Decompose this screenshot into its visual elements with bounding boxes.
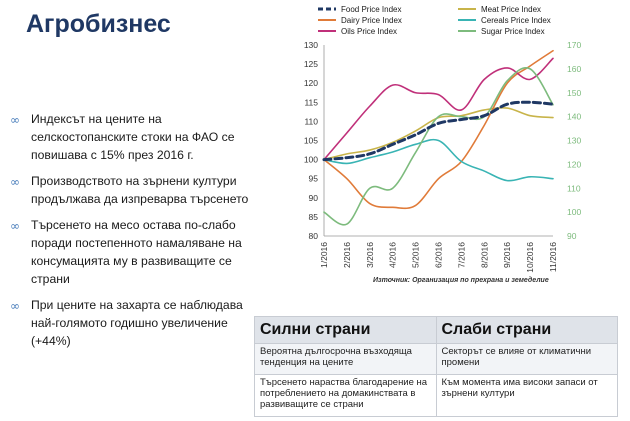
series-line-sugar-price-index	[323, 67, 554, 226]
series-line-food-price-index	[322, 100, 555, 162]
y2-tick-label: 170	[567, 40, 581, 50]
page-title: Агробизнес	[26, 10, 171, 38]
y-tick-label: 115	[304, 97, 318, 107]
legend-label-sugar-price-index: Sugar Price Index	[481, 27, 545, 36]
x-tick-label: 7/2016	[456, 242, 466, 268]
link-icon: ∞	[10, 113, 20, 127]
bullet-text: Индексът на цените на селскостопанските …	[31, 112, 235, 162]
table-cell: Вероятна дългосрочна възходяща тенденция…	[254, 343, 437, 375]
table-header-row: Силни страни Слаби страни	[254, 316, 618, 344]
table-header-weaknesses: Слаби страни	[435, 316, 618, 344]
x-tick-label: 8/2016	[479, 242, 489, 268]
chart-source: Източник: Организация по прехрана и земе…	[373, 277, 549, 284]
x-tick-label: 5/2016	[411, 242, 421, 268]
table-cell: Секторът се влияе от климатични промени	[435, 343, 618, 375]
y-tick-label: 90	[309, 193, 319, 203]
bullet-text: Търсенето на месо остава по-слабо поради…	[31, 218, 242, 286]
table-header-strengths: Силни страни	[254, 316, 437, 344]
link-icon: ∞	[10, 299, 20, 313]
y2-tick-label: 160	[567, 64, 581, 74]
y-tick-label: 130	[304, 40, 318, 50]
y-tick-label: 125	[304, 59, 318, 69]
x-tick-label: 4/2016	[388, 242, 398, 268]
legend-label-food-price-index: Food Price Index	[341, 5, 401, 14]
bullet-item: ∞ Производството на зърнени култури продъ…	[9, 172, 255, 208]
strengths-weaknesses-table: Силни страни Слаби страни Вероятна дълго…	[254, 316, 618, 417]
x-tick-label: 11/2016	[548, 242, 558, 272]
y-tick-label: 110	[304, 116, 318, 126]
x-tick-label: 6/2016	[434, 242, 444, 268]
legend-label-oils-price-index: Oils Price Index	[341, 27, 397, 36]
series-line-meat-price-index	[323, 106, 554, 161]
x-tick-label: 10/2016	[525, 242, 535, 273]
y-tick-label: 105	[304, 136, 318, 146]
x-tick-label: 1/2016	[319, 242, 329, 268]
link-icon: ∞	[10, 175, 20, 189]
legend-label-meat-price-index: Meat Price Index	[481, 5, 541, 14]
y2-tick-label: 150	[567, 88, 581, 98]
bullet-text: При цените на захарта се наблюдава най-г…	[31, 298, 243, 348]
y-tick-label: 85	[309, 212, 319, 222]
bullet-list: ∞ Индексът на цените на селскостопанските…	[9, 110, 255, 358]
link-icon: ∞	[10, 219, 20, 233]
x-tick-label: 2/2016	[342, 242, 352, 268]
y2-tick-label: 120	[567, 159, 581, 169]
legend-label-cereals-price-index: Cereals Price Index	[481, 16, 551, 25]
y-tick-label: 120	[304, 78, 318, 88]
legend-label-dairy-price-index: Dairy Price Index	[341, 16, 402, 25]
y2-tick-label: 100	[567, 207, 581, 217]
y2-tick-label: 110	[567, 183, 581, 193]
y-tick-label: 100	[304, 155, 318, 165]
bullet-item: ∞ При цените на захарта се наблюдава най-…	[9, 296, 255, 350]
bullet-item: ∞ Индексът на цените на селскостопанските…	[9, 110, 255, 164]
price-index-chart: 80 85 90 95 100 105 110 115 120 125 130 90 100 110 120…	[304, 5, 582, 273]
x-tick-label: 3/2016	[365, 242, 375, 268]
y2-tick-label: 90	[567, 231, 577, 241]
table-cell: Към момента има високи запаси от зърнени…	[435, 374, 618, 417]
series-line-oils-price-index	[323, 57, 554, 161]
table-row: Търсенето нараства благодарение на потре…	[254, 374, 618, 417]
table-row: Вероятна дългосрочна възходяща тенденция…	[254, 343, 618, 375]
y-tick-label: 80	[309, 231, 319, 241]
x-tick-label: 9/2016	[502, 242, 512, 268]
y2-tick-label: 140	[567, 112, 581, 122]
series-line-cereals-price-index	[323, 138, 554, 182]
y2-tick-label: 130	[567, 136, 581, 146]
bullet-item: ∞ Търсенето на месо остава по-слабо порад…	[9, 216, 255, 288]
table-cell: Търсенето нараства благодарение на потре…	[254, 374, 437, 417]
bullet-text: Производството на зърнени култури продъл…	[31, 174, 249, 206]
y-tick-label: 95	[309, 174, 319, 184]
